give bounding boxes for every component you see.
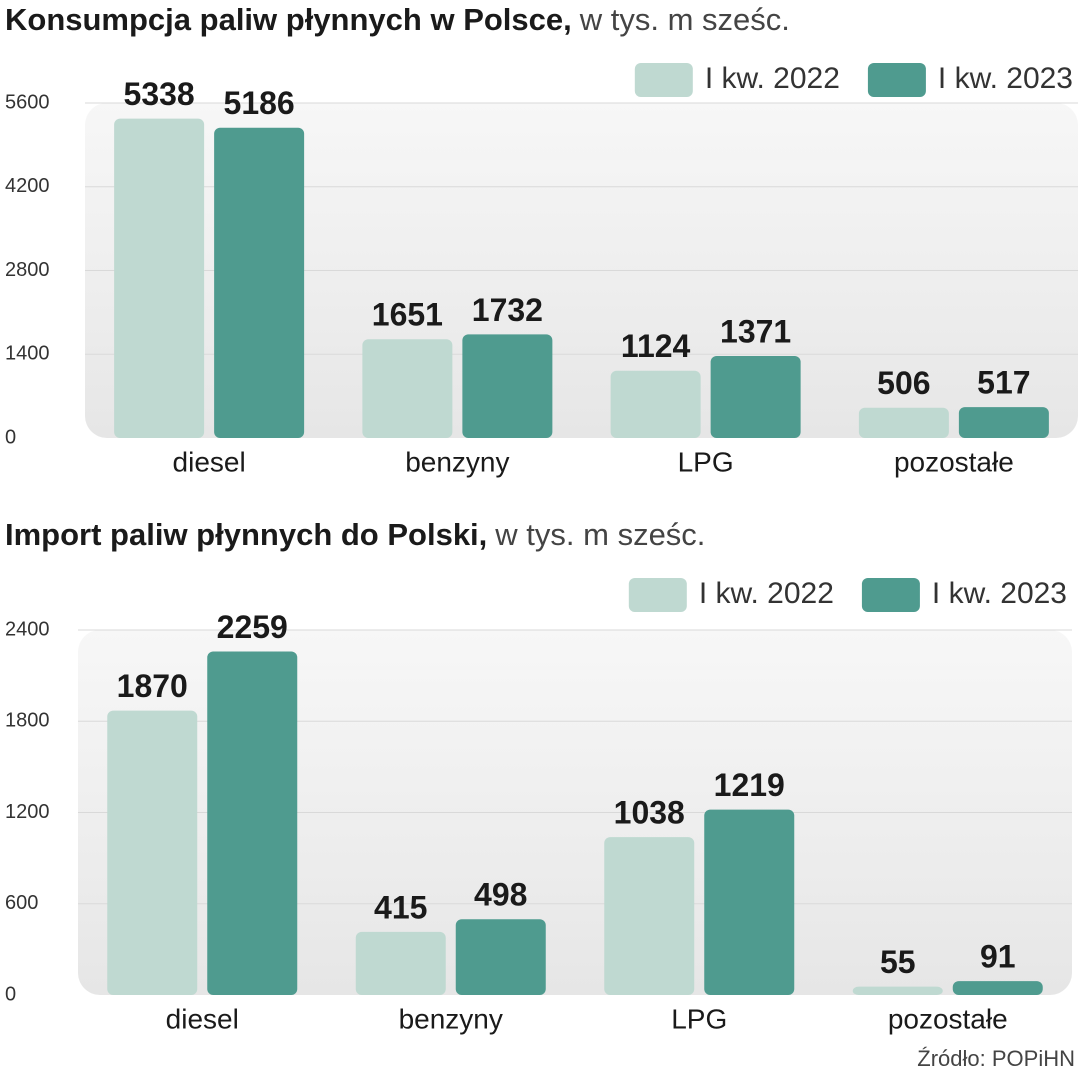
x-tick-label: diesel	[173, 446, 246, 477]
x-tick-label: diesel	[166, 1003, 239, 1034]
value-label: 55	[880, 944, 916, 980]
value-label: 415	[374, 889, 427, 925]
y-tick-label: 1200	[5, 801, 50, 823]
bar	[114, 118, 205, 438]
value-label: 5186	[224, 85, 295, 121]
y-tick-label: 2800	[5, 259, 50, 281]
bar	[604, 837, 695, 995]
x-tick-label: benzyny	[405, 446, 509, 477]
y-tick-label: 1800	[5, 710, 50, 732]
legend-swatch	[628, 578, 687, 612]
y-tick-label: 2400	[5, 618, 50, 640]
title-unit: w tys. m sześc.	[494, 517, 705, 552]
value-label: 1124	[621, 328, 691, 364]
chart-title: Import paliw płynnych do Polski, w tys. m…	[5, 517, 705, 552]
value-label: 1870	[117, 668, 188, 704]
bar	[107, 710, 198, 995]
value-label: 506	[877, 365, 930, 401]
x-tick-label: LPG	[671, 1003, 727, 1034]
legend-swatch	[634, 63, 693, 97]
legend-label: I kw. 2023	[932, 577, 1067, 610]
bar	[704, 809, 795, 995]
value-label: 1651	[372, 297, 443, 333]
value-label: 498	[474, 877, 527, 913]
value-label: 1219	[714, 767, 785, 803]
y-tick-label: 600	[5, 892, 38, 914]
x-tick-label: pozostałe	[894, 446, 1014, 477]
title-main: Konsumpcja paliw płynnych w Polsce,	[5, 2, 572, 37]
legend-label: I kw. 2022	[705, 62, 840, 95]
bar	[455, 919, 546, 995]
title-unit: w tys. m sześc.	[579, 2, 790, 37]
x-tick-label: benzyny	[399, 1003, 503, 1034]
title-main: Import paliw płynnych do Polski,	[5, 517, 487, 552]
y-tick-label: 0	[5, 983, 16, 1005]
chart-title: Konsumpcja paliw płynnych w Polsce, w tys…	[5, 2, 790, 37]
y-tick-label: 4200	[5, 175, 50, 197]
value-label: 1732	[472, 292, 543, 328]
legend-label: I kw. 2023	[938, 62, 1073, 95]
bar	[858, 407, 949, 438]
bar	[214, 127, 305, 438]
bar	[610, 370, 701, 438]
value-label: 5338	[124, 76, 195, 112]
value-label: 91	[980, 939, 1016, 975]
bar	[355, 931, 446, 995]
value-label: 1038	[614, 795, 685, 831]
value-label: 1371	[720, 313, 791, 349]
bar	[952, 981, 1043, 995]
legend-swatch	[867, 63, 926, 97]
bar	[958, 407, 1049, 438]
value-label: 517	[977, 365, 1030, 401]
y-tick-label: 5600	[5, 91, 50, 113]
bar	[362, 339, 453, 438]
bar	[710, 355, 801, 438]
source: Źródło: POPiHN	[917, 1046, 1075, 1071]
y-tick-label: 0	[5, 426, 16, 448]
bar	[462, 334, 553, 438]
legend-label: I kw. 2022	[699, 577, 834, 610]
bar	[207, 651, 298, 995]
x-tick-label: LPG	[678, 446, 734, 477]
value-label: 2259	[217, 609, 288, 645]
bar	[852, 986, 943, 995]
y-tick-label: 1400	[5, 343, 50, 365]
legend-swatch	[861, 578, 920, 612]
x-tick-label: pozostałe	[888, 1003, 1008, 1034]
